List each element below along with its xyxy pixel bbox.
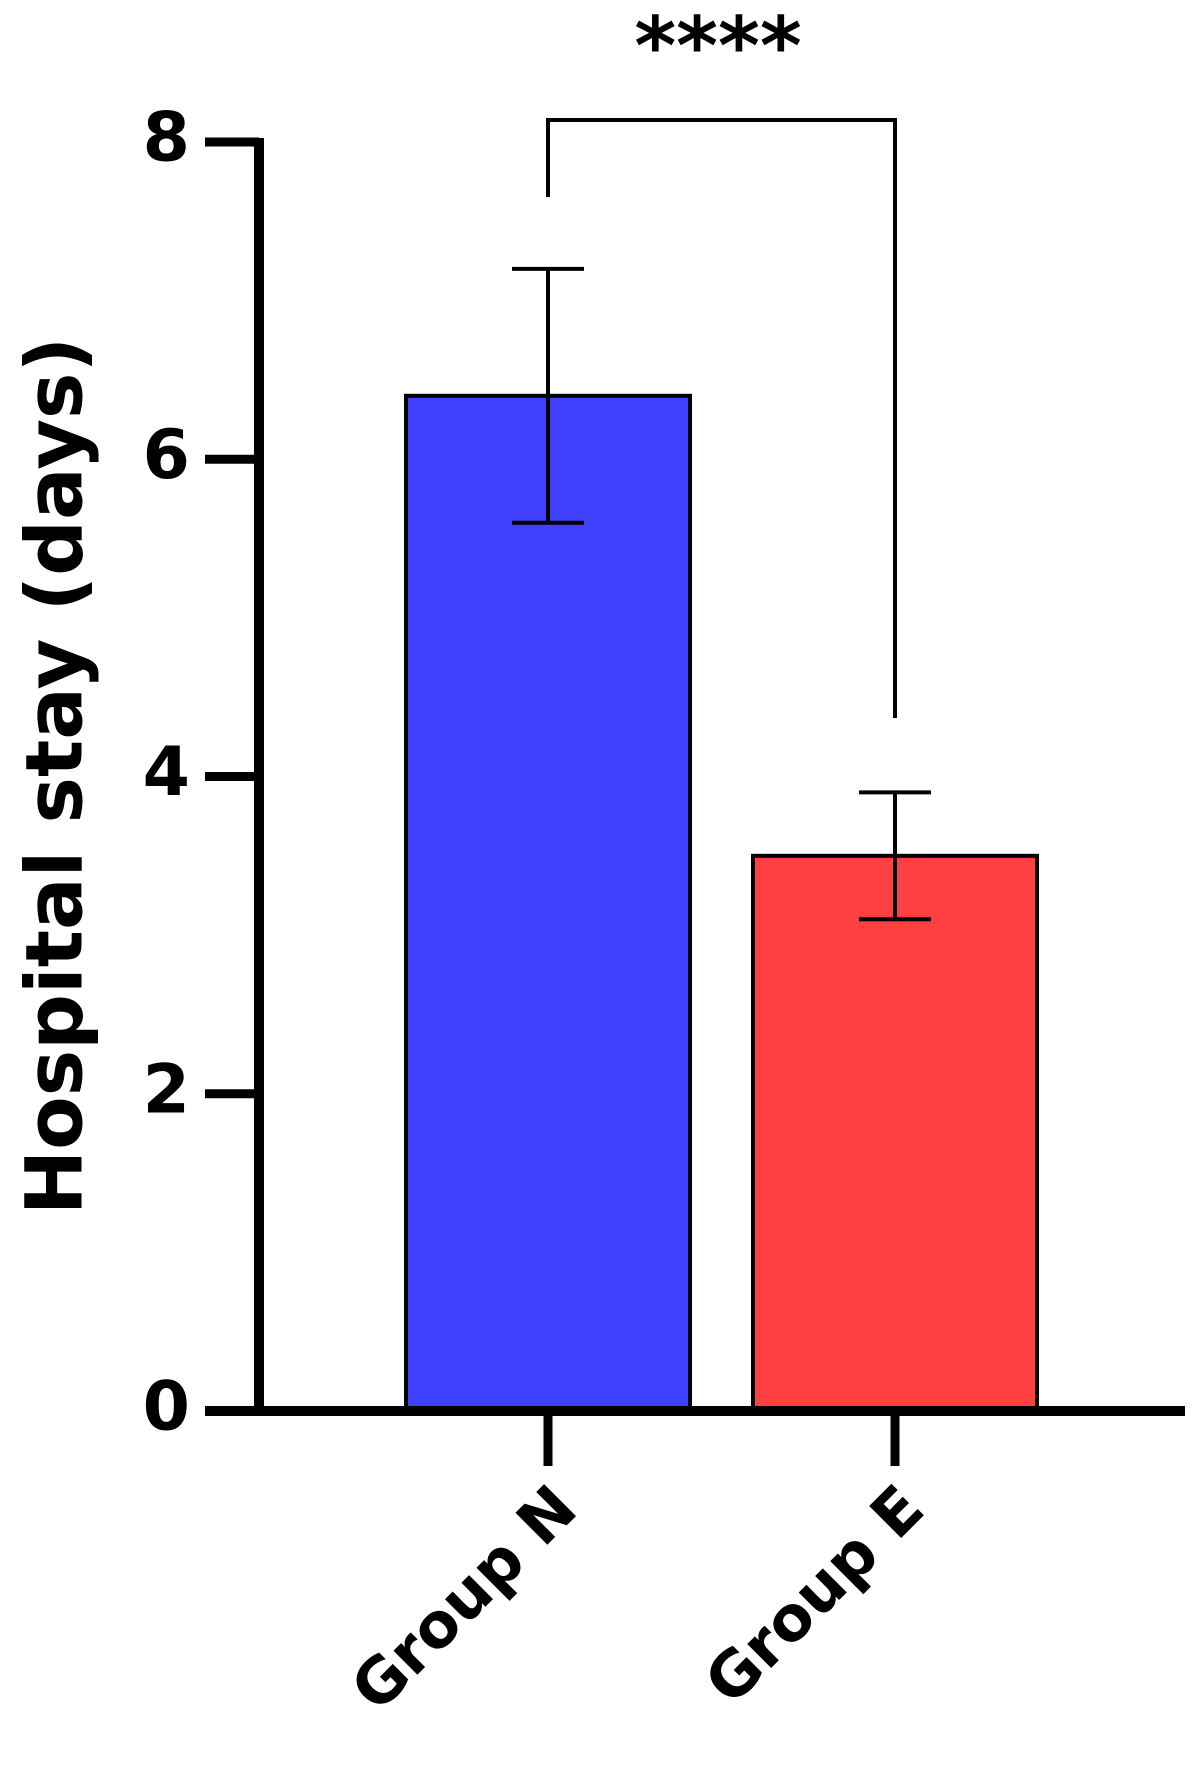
x-tick-label: Group E [691, 1471, 938, 1718]
y-tick-label: 0 [143, 1368, 190, 1447]
significance-bracket [546, 118, 897, 718]
y-tick-label: 8 [143, 99, 190, 178]
y-tick-label: 2 [143, 1050, 190, 1129]
significance-label: **** [634, 0, 801, 93]
bar [751, 853, 1039, 1413]
error-bar [512, 266, 584, 525]
y-axis-label: Hospital stay (days) [10, 337, 100, 1215]
bar [404, 393, 692, 1413]
y-tick-label: 4 [143, 733, 190, 812]
x-tick-label: Group N [337, 1471, 591, 1725]
error-bar [859, 790, 931, 922]
y-tick-label: 6 [143, 416, 190, 495]
